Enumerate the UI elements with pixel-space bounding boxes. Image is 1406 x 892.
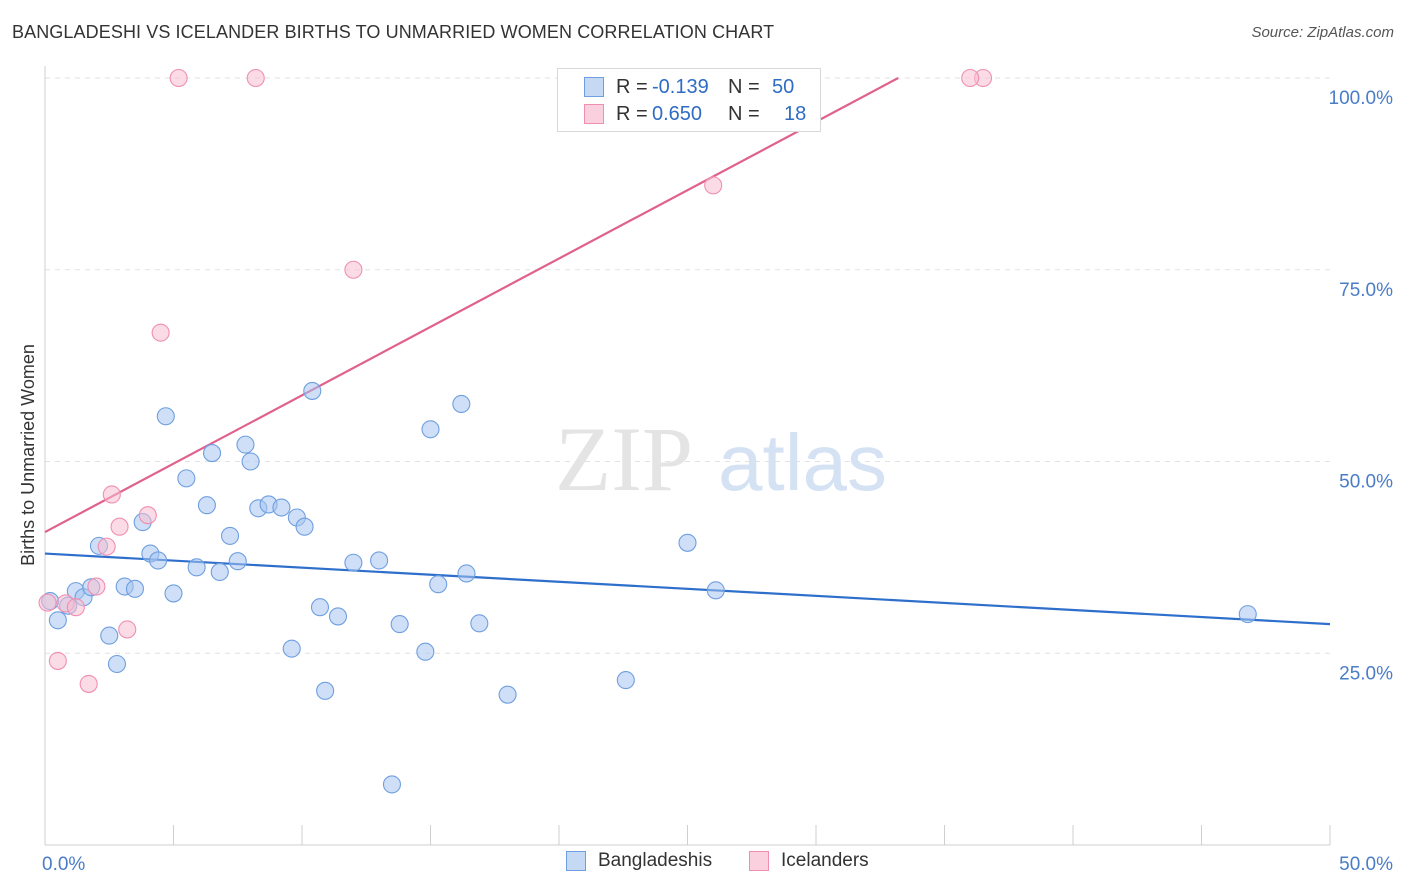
point-bangladeshis [457, 564, 476, 583]
trend-lines [44, 77, 1331, 626]
point-icelanders [118, 620, 137, 639]
axis-labels: 25.0% 50.0% 75.0% 100.0% 0.0% 50.0% Births to … [18, 88, 1393, 875]
point-bangladeshis [303, 381, 322, 400]
point-bangladeshis [310, 598, 330, 617]
point-bangladeshis [228, 552, 247, 571]
point-icelanders [48, 651, 67, 670]
watermark: ZIP atlas [555, 408, 887, 510]
point-bangladeshis [370, 551, 389, 570]
legend-row-icelanders: R = 0.650 N = 18 [584, 101, 806, 127]
point-bangladeshis [295, 517, 314, 536]
point-icelanders [66, 598, 85, 617]
legend-r-value-bangladeshis: -0.139 [652, 75, 709, 98]
legend-r-label: R = [616, 75, 648, 98]
trend-line-bangladeshis [44, 552, 1331, 626]
watermark-zip: ZIP [555, 408, 693, 510]
point-bangladeshis [678, 533, 697, 552]
chart-title: BANGLADESHI VS ICELANDER BIRTHS TO UNMAR… [12, 22, 775, 42]
point-bangladeshis [149, 551, 168, 570]
point-bangladeshis [316, 681, 335, 700]
legend-r-value-icelanders: 0.650 [652, 102, 703, 125]
legend-r-label: R = [616, 102, 648, 125]
point-bangladeshis [125, 579, 144, 598]
legend-swatch-icelanders [584, 104, 604, 124]
point-bangladeshis [272, 498, 291, 517]
point-bangladeshis [177, 469, 196, 488]
point-icelanders [169, 68, 188, 88]
point-bangladeshis [241, 452, 260, 471]
point-icelanders [97, 537, 116, 556]
point-bangladeshis [421, 420, 440, 439]
point-bangladeshis [390, 615, 409, 634]
series-label-bangladeshis: Bangladeshis [598, 850, 713, 871]
point-bangladeshis [164, 584, 183, 603]
point-bangladeshis [382, 775, 402, 794]
series-swatch-bangladeshis [566, 851, 586, 871]
point-bangladeshis [210, 562, 229, 581]
y-tick-label: 50.0% [1339, 472, 1393, 493]
point-icelanders [79, 674, 98, 693]
point-icelanders [344, 260, 363, 279]
point-bangladeshis [416, 642, 435, 661]
point-icelanders [110, 517, 129, 536]
legend-n-label: N = [728, 102, 760, 125]
point-bangladeshis [452, 394, 471, 414]
series-label-icelanders: Icelanders [781, 850, 869, 871]
point-icelanders [138, 506, 157, 525]
data-points [38, 68, 1257, 794]
point-bangladeshis [156, 407, 175, 426]
point-bangladeshis [48, 611, 67, 630]
point-bangladeshis [498, 685, 517, 704]
point-bangladeshis [197, 496, 216, 515]
point-icelanders [38, 593, 57, 612]
x-tick-label: 0.0% [42, 854, 85, 875]
series-legend-icelanders: Icelanders [749, 850, 869, 872]
series-swatch-icelanders [749, 851, 769, 871]
point-bangladeshis [203, 444, 222, 463]
series-legend-bangladeshis: Bangladeshis [566, 850, 712, 872]
axes [44, 66, 1331, 846]
legend-swatch-bangladeshis [584, 77, 604, 97]
legend-n-value-bangladeshis: 50 [772, 75, 795, 98]
point-bangladeshis [616, 671, 635, 690]
point-icelanders [246, 68, 265, 88]
point-bangladeshis [328, 607, 348, 626]
point-icelanders [102, 485, 121, 504]
point-bangladeshis [470, 614, 489, 633]
point-icelanders [87, 577, 106, 596]
y-tick-label: 25.0% [1339, 663, 1393, 684]
point-bangladeshis [100, 626, 119, 645]
source-credit: Source: ZipAtlas.com [1251, 24, 1394, 41]
point-bangladeshis [220, 526, 240, 545]
legend-n-value-icelanders: 18 [784, 102, 807, 125]
trend-line-icelanders [44, 77, 899, 534]
y-axis-label: Births to Unmarried Women [18, 344, 38, 566]
point-bangladeshis [236, 435, 255, 454]
point-bangladeshis [107, 654, 127, 674]
legend-n-label: N = [728, 75, 760, 98]
x-tick-label: 50.0% [1339, 854, 1393, 875]
point-bangladeshis [187, 558, 206, 577]
point-icelanders [961, 68, 980, 88]
y-tick-label: 100.0% [1329, 88, 1394, 109]
point-bangladeshis [282, 639, 301, 658]
legend-row-bangladeshis: R = -0.139 N = 50 [584, 74, 794, 100]
y-tick-label: 75.0% [1339, 280, 1393, 301]
point-icelanders [151, 323, 170, 342]
point-bangladeshis [344, 553, 363, 572]
point-bangladeshis [1238, 605, 1257, 624]
correlation-legend: R = -0.139 N = 50 R = 0.650 N = 18 [557, 68, 821, 132]
point-icelanders [704, 176, 723, 195]
point-bangladeshis [706, 581, 725, 600]
watermark-atlas: atlas [718, 418, 887, 507]
point-bangladeshis [429, 575, 448, 594]
